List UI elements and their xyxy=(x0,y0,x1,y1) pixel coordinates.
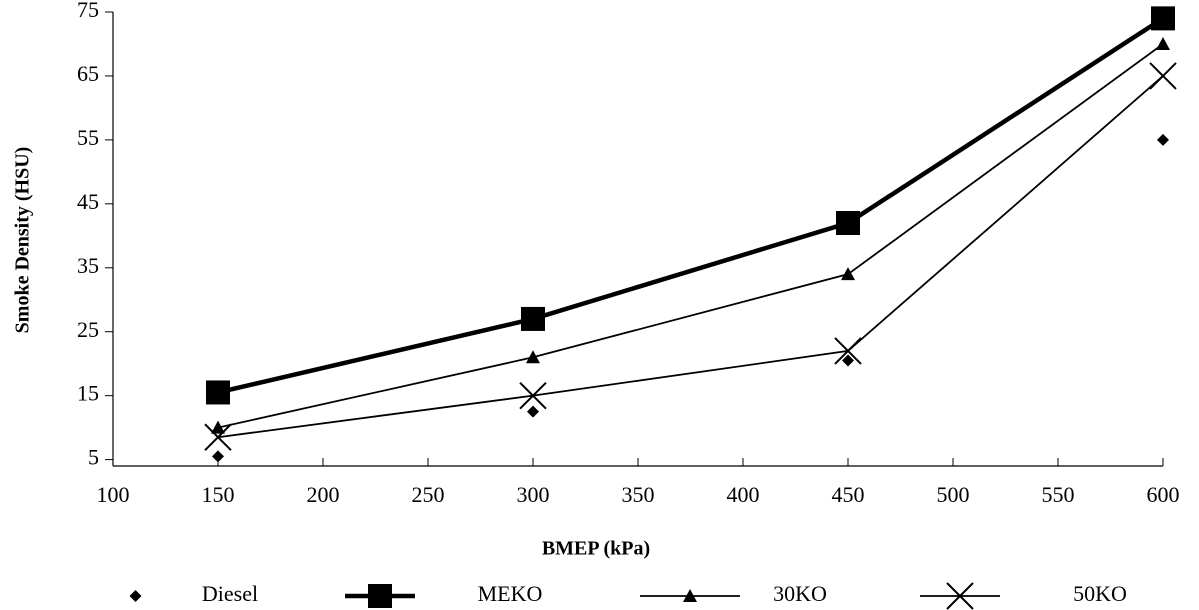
x-tick-label: 550 xyxy=(1042,482,1075,507)
data-point xyxy=(527,405,539,418)
data-point xyxy=(836,211,860,236)
data-point xyxy=(841,267,855,281)
legend-label: 50KO xyxy=(1073,581,1127,606)
data-point xyxy=(526,350,540,364)
data-point xyxy=(1151,6,1175,31)
data-point xyxy=(206,380,230,405)
x-tick-label: 350 xyxy=(622,482,655,507)
x-tick-label: 250 xyxy=(412,482,445,507)
data-point xyxy=(1157,133,1169,146)
x-tick-label: 100 xyxy=(97,482,130,507)
data-point xyxy=(519,381,547,410)
data-point xyxy=(842,354,854,367)
legend-marker xyxy=(368,584,392,608)
y-tick-label: 15 xyxy=(77,381,99,406)
legend-label: Diesel xyxy=(202,581,258,606)
x-tick-label: 200 xyxy=(307,482,340,507)
x-tick-label: 450 xyxy=(832,482,865,507)
x-tick-label: 400 xyxy=(727,482,760,507)
y-tick-label: 25 xyxy=(77,317,99,342)
data-point xyxy=(521,306,545,331)
y-tick-label: 55 xyxy=(77,125,99,150)
x-axis-title: BMEP (kPa) xyxy=(542,538,650,560)
legend-marker xyxy=(683,589,697,602)
legend-label: 30KO xyxy=(773,581,827,606)
y-tick-label: 45 xyxy=(77,189,99,214)
data-point xyxy=(212,450,224,463)
x-tick-label: 150 xyxy=(202,482,235,507)
legend-marker xyxy=(946,582,974,610)
series-line xyxy=(217,75,1164,439)
legend-label: MEKO xyxy=(478,581,543,606)
data-point xyxy=(1156,36,1170,50)
y-tick-label: 5 xyxy=(88,445,99,470)
series-line xyxy=(217,43,1164,429)
data-point xyxy=(211,420,225,434)
y-axis-title: Smoke Density (HSU) xyxy=(12,147,34,334)
x-tick-label: 500 xyxy=(937,482,970,507)
y-tick-label: 65 xyxy=(77,61,99,86)
x-tick-label: 300 xyxy=(517,482,550,507)
y-tick-label: 35 xyxy=(77,253,99,278)
data-point xyxy=(1149,62,1177,90)
x-tick-label: 600 xyxy=(1147,482,1180,507)
series-line xyxy=(217,16,1165,395)
data-point xyxy=(204,423,232,451)
legend-marker xyxy=(129,590,142,602)
y-tick-label: 75 xyxy=(77,0,99,22)
data-point xyxy=(834,337,862,365)
